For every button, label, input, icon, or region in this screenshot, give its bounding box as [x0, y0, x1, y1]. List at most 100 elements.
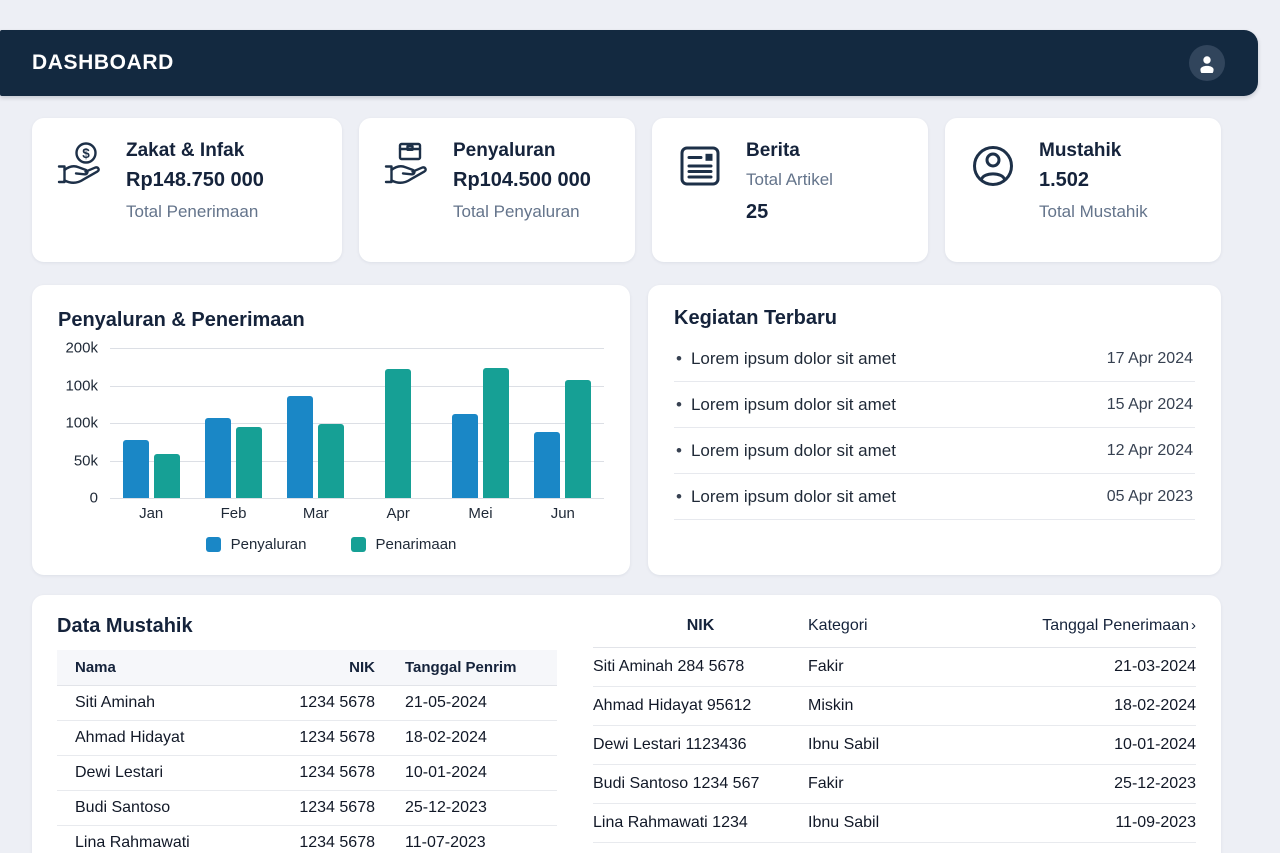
person-circle-icon — [967, 138, 1023, 228]
middle-row: Penyaluran & Penerimaan 200k 100k 100k 50k 0… — [32, 285, 1221, 575]
activity-text: • Lorem ipsum dolor sit amet — [676, 349, 896, 369]
activity-date: 12 Apr 2024 — [1106, 442, 1193, 459]
chart-card: Penyaluran & Penerimaan 200k 100k 100k 50k 0… — [32, 285, 630, 575]
user-icon — [1200, 56, 1214, 73]
table-row: Budi Santoso 1234 5678 25-12-2023 — [57, 791, 557, 826]
activity-date: 17 Apr 2024 — [1106, 350, 1193, 367]
chevron-right-icon: › — [1191, 617, 1196, 634]
stat-title: Mustahik — [1039, 140, 1122, 161]
stat-subtitle: Total Mustahik — [1039, 201, 1148, 221]
activity-item: • Lorem ipsum dolor sit amet 15 Apr 2024 — [674, 382, 1195, 428]
table-cell: Lina Rahmawati — [75, 834, 190, 851]
column-header-nik: NIK — [349, 659, 375, 676]
user-avatar-button[interactable] — [1189, 45, 1225, 81]
legend-item-penyaluran: Penyaluran — [205, 536, 307, 553]
mustahik-right-column: NIK Kategori Tanggal Penerimaan › Siti Am… — [593, 609, 1196, 853]
activity-item: • Lorem ipsum dolor sit amet 12 Apr 2024 — [674, 428, 1195, 474]
x-tick-label: Jan — [139, 504, 164, 522]
y-tick-label: 0 — [89, 489, 98, 507]
table-cell: 1234 5678 — [299, 694, 375, 711]
table-row: Dewi Lestari 1234 5678 10-01-2024 — [57, 756, 557, 791]
table-cell: 1234 5678 — [299, 834, 375, 851]
stat-value: Rp104.500 000 — [453, 168, 591, 191]
table-cell: Ibnu Sabil — [808, 814, 880, 831]
y-tick-label: 50k — [73, 452, 98, 469]
stat-subtitle: Total Penyaluran — [453, 201, 580, 221]
data-mustahik-title: Data Mustahik — [57, 615, 193, 637]
table-cell: Ibnu Sabil — [808, 736, 880, 753]
bar-group-jan — [110, 348, 192, 498]
legend-label: Penyaluran — [230, 536, 307, 553]
x-tick-label: Mar — [302, 504, 329, 522]
table-cell: 21-05-2024 — [405, 694, 487, 711]
table-row: Siti Aminah 284 5678 Fakir 21-03-2024 — [593, 648, 1196, 687]
column-header-tanggal-penerimaan-sort[interactable]: Tanggal Penerimaan › — [1042, 617, 1196, 634]
stat-card-penyaluran: Penyaluran Rp104.500 000 Total Penyalura… — [359, 118, 635, 262]
table-cell: Budi Santoso — [75, 799, 171, 816]
table-cell: 10-01-2024 — [1114, 736, 1196, 753]
bar-penarimaan-mei — [482, 367, 509, 498]
table-cell: Ahmad Hidayat — [75, 729, 185, 746]
activity-date: 05 Apr 2023 — [1106, 488, 1193, 505]
table-cell: Ahmad Hidayat 95612 — [593, 697, 752, 714]
activity-text: • Lorem ipsum dolor sit amet — [676, 395, 896, 415]
bar-penarimaan-mar — [318, 423, 345, 498]
stat-card-mustahik: Mustahik 1.502 Total Mustahik — [945, 118, 1221, 262]
table-cell: Miskin — [808, 697, 854, 714]
table-cell: 11-09-2023 — [1115, 814, 1196, 831]
activity-label: Lorem ipsum dolor sit amet — [690, 395, 896, 414]
table-cell: 25-12-2023 — [1114, 775, 1196, 792]
penerimaan-table: NIK Kategori Tanggal Penerimaan › Siti Am… — [593, 609, 1196, 843]
bar-group-feb — [192, 348, 274, 498]
table-cell: Dewi Lestari 1123436 — [593, 736, 747, 753]
penerimaan-table-header: NIK Kategori Tanggal Penerimaan › — [593, 609, 1196, 648]
table-cell: Lina Rahmawati 1234 — [593, 814, 748, 831]
table-cell: 1234 5678 — [299, 764, 375, 781]
stat-card-berita: Berita Total Artikel 25 — [652, 118, 928, 262]
kegiatan-title: Kegiatan Terbaru — [674, 307, 837, 329]
chart-gridline — [110, 498, 604, 499]
chart-title: Penyaluran & Penerimaan — [58, 309, 305, 331]
stat-value: Rp148.750 000 — [126, 168, 264, 191]
bar-penarimaan-apr — [385, 369, 412, 498]
bullet-icon: • — [676, 441, 682, 460]
bullet-icon: • — [676, 395, 682, 414]
table-row: Budi Santoso 1234 567 Fakir 25-12-2023 — [593, 765, 1196, 804]
chart-y-axis: 200k 100k 100k 50k 0 — [58, 340, 110, 507]
bullet-icon: • — [676, 487, 682, 506]
bar-penarimaan-feb — [235, 426, 262, 498]
chart-bars — [110, 348, 604, 498]
bar-penyaluran-jan — [122, 440, 149, 498]
svg-text:$: $ — [82, 146, 90, 161]
table-cell: Fakir — [808, 775, 844, 792]
legend-swatch-icon — [205, 537, 221, 552]
stat-subtitle: Total Penerimaan — [126, 201, 259, 221]
bar-penyaluran-jun — [534, 432, 561, 498]
activity-date: 15 Apr 2024 — [1106, 396, 1193, 413]
stat-card-zakat: $ Zakat & Infak Rp148.750 000 Total Pene… — [32, 118, 342, 262]
stat-value: 1.502 — [1039, 168, 1090, 191]
hand-coin-icon: $ — [54, 138, 110, 228]
column-header-nik: NIK — [686, 617, 715, 634]
y-tick-label: 100k — [65, 414, 98, 432]
x-tick-label: Jun — [550, 504, 575, 522]
table-cell: 25-12-2023 — [405, 799, 487, 816]
bar-penyaluran-mar — [287, 396, 314, 498]
activity-item: • Lorem ipsum dolor sit amet 17 Apr 2024 — [674, 336, 1195, 382]
bar-penyaluran-feb — [204, 417, 231, 498]
table-cell: 1234 5678 — [299, 799, 375, 816]
bar-penarimaan-jun — [565, 379, 592, 498]
y-tick-label: 100k — [65, 377, 98, 394]
table-row: Ahmad Hidayat 1234 5678 18-02-2024 — [57, 721, 557, 756]
column-header-nama: Nama — [75, 659, 116, 676]
column-header-tanggal: Tanggal Penrim — [405, 659, 517, 676]
table-cell: Fakir — [808, 658, 844, 675]
stat-title: Zakat & Infak — [126, 140, 245, 161]
chart-gridline — [110, 460, 604, 462]
legend-item-penarimaan: Penarimaan — [350, 536, 456, 553]
bar-penyaluran-mei — [451, 414, 478, 498]
table-cell: 1234 5678 — [299, 729, 375, 746]
table-row: Ahmad Hidayat 95612 Miskin 18-02-2024 — [593, 687, 1196, 726]
chart-gridline — [110, 385, 604, 387]
table-cell: 18-02-2024 — [405, 729, 487, 746]
